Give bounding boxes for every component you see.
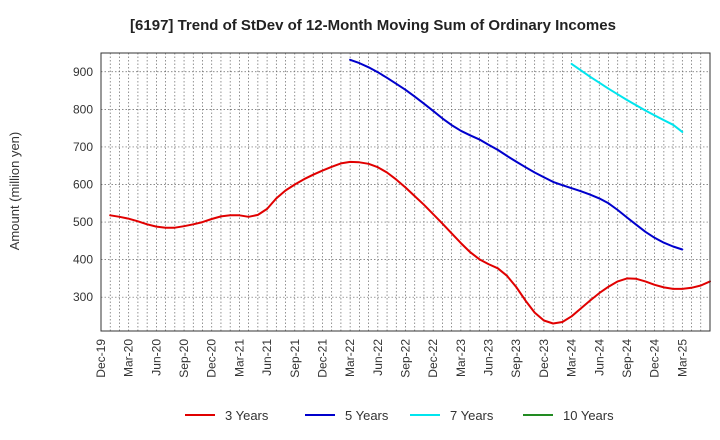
x-tick-label: Dec-22 (426, 339, 440, 378)
y-tick-label: 800 (73, 102, 93, 116)
x-tick-label: Jun-24 (592, 339, 606, 376)
gridlines (101, 53, 710, 331)
y-axis-label: Amount (million yen) (7, 132, 22, 251)
legend-label: 7 Years (450, 408, 494, 423)
legend-label: 10 Years (563, 408, 614, 423)
x-tick-label: Sep-23 (509, 339, 523, 378)
x-tick-label: Dec-23 (537, 339, 551, 378)
y-tick-label: 500 (73, 215, 93, 229)
chart-title: [6197] Trend of StDev of 12-Month Moving… (130, 17, 616, 34)
x-tick-label: Sep-22 (399, 339, 413, 378)
x-tick-label: Jun-21 (260, 339, 274, 376)
series-line-5-years (349, 58, 684, 251)
x-tick-label: Dec-19 (94, 339, 108, 378)
x-tick-label: Mar-20 (122, 339, 136, 377)
legend-label: 5 Years (345, 408, 389, 423)
y-tick-label: 600 (73, 177, 93, 191)
axes: 300 400 500 600 700 800 900 Dec-19 Mar-20 Jun-20 S… (73, 65, 689, 378)
x-tick-label: Sep-21 (288, 339, 302, 378)
x-tick-label: Mar-25 (675, 339, 689, 377)
legend: 3 Years 5 Years 7 Years 10 Years (185, 408, 614, 423)
x-tick-label: Sep-24 (620, 339, 634, 378)
x-tick-label: Dec-20 (205, 339, 219, 378)
x-tick-label: Dec-24 (648, 339, 662, 378)
y-tick-label: 300 (73, 290, 93, 304)
x-tick-label: Mar-24 (565, 339, 579, 377)
x-tick-label: Jun-22 (371, 339, 385, 376)
x-tick-label: Mar-23 (454, 339, 468, 377)
x-tick-label: Sep-20 (177, 339, 191, 378)
x-tick-label: Dec-21 (315, 339, 329, 378)
plot-frame (100, 52, 711, 332)
series-line-7-years (570, 62, 684, 133)
y-tick-label: 900 (73, 65, 93, 79)
x-tick-label: Mar-21 (232, 339, 246, 377)
x-tick-label: Mar-22 (343, 339, 357, 377)
series-line-3-years (109, 160, 711, 325)
x-tick-label: Jun-20 (149, 339, 163, 376)
y-tick-label: 400 (73, 253, 93, 267)
x-tick-label: Jun-23 (482, 339, 496, 376)
legend-label: 3 Years (225, 408, 269, 423)
y-tick-label: 700 (73, 140, 93, 154)
data-series (109, 58, 711, 325)
